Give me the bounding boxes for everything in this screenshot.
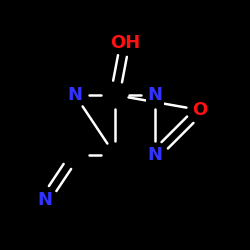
Text: N: N — [148, 146, 162, 164]
Text: N: N — [148, 86, 162, 104]
Text: N: N — [38, 191, 52, 209]
Text: O: O — [192, 101, 208, 119]
Text: N: N — [68, 86, 82, 104]
Text: OH: OH — [110, 34, 140, 52]
